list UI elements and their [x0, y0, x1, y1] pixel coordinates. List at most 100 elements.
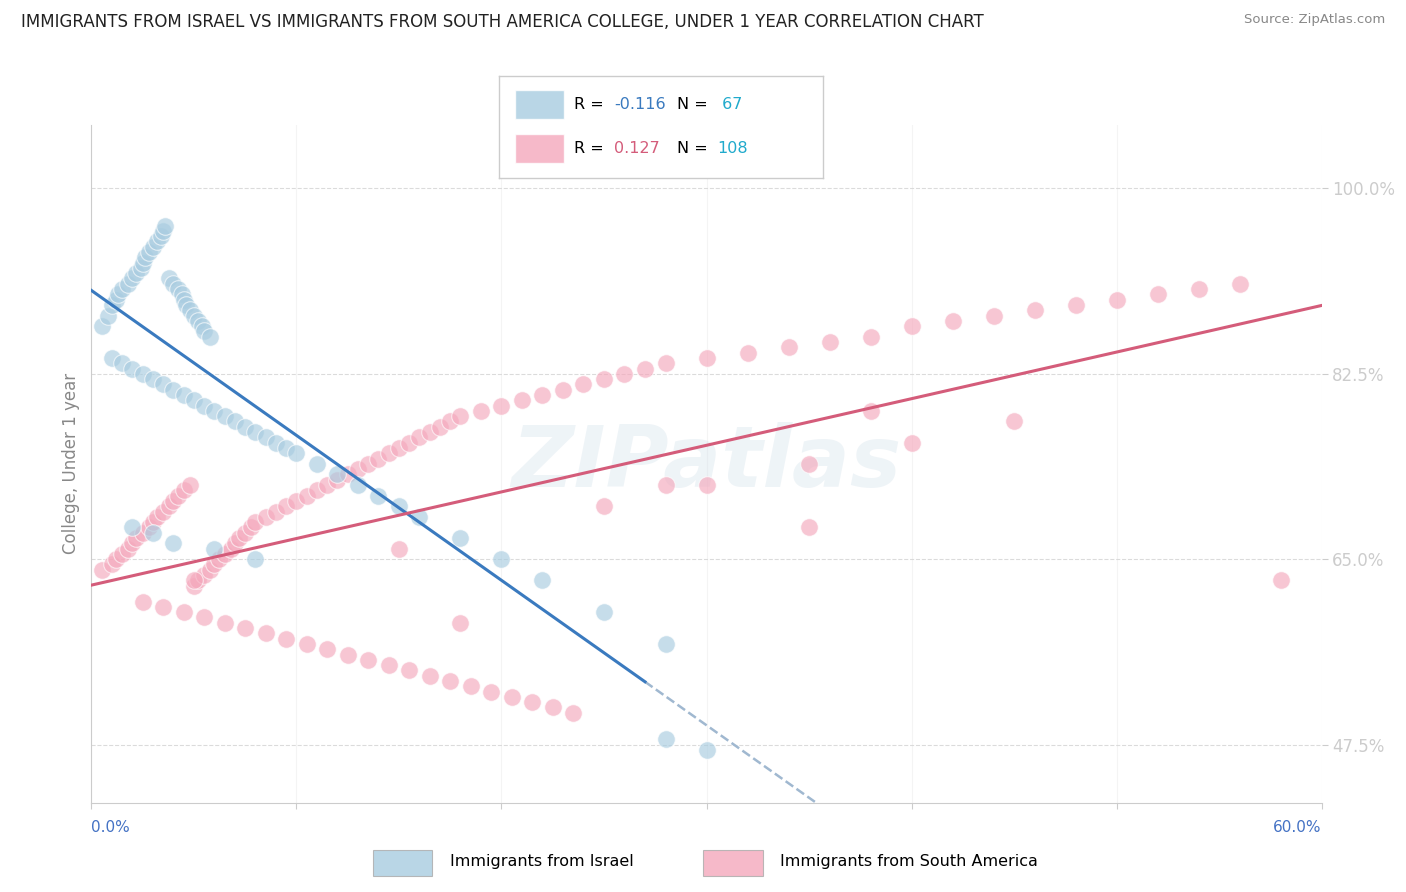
Point [153, 219, 177, 233]
Point [797, 520, 820, 534]
Point [479, 684, 502, 698]
Point [90, 319, 112, 334]
Point [193, 399, 215, 413]
Point [240, 520, 263, 534]
Point [367, 489, 389, 503]
Point [1146, 287, 1168, 301]
Point [983, 309, 1005, 323]
Point [1187, 282, 1209, 296]
Point [593, 500, 616, 514]
Point [264, 504, 287, 518]
Point [162, 494, 184, 508]
Point [245, 515, 267, 529]
Point [183, 574, 205, 588]
Point [797, 457, 820, 471]
Point [326, 473, 349, 487]
Point [510, 393, 533, 408]
Point [138, 520, 160, 534]
Text: ZIPatlas: ZIPatlas [512, 422, 901, 506]
Point [1270, 574, 1292, 588]
Point [224, 415, 246, 429]
Point [179, 478, 201, 492]
Point [285, 446, 308, 460]
Point [419, 425, 441, 439]
Point [173, 483, 195, 498]
Point [152, 504, 174, 518]
Point [187, 314, 209, 328]
Point [111, 282, 134, 296]
Text: N =: N = [678, 141, 713, 156]
Text: 60.0%: 60.0% [1274, 820, 1322, 835]
Point [254, 509, 277, 524]
Point [170, 287, 193, 301]
Point [285, 494, 308, 508]
Point [900, 319, 922, 334]
Point [101, 298, 124, 312]
Point [121, 271, 143, 285]
Point [357, 653, 380, 667]
Bar [703, 850, 762, 876]
Point [439, 415, 461, 429]
Point [295, 489, 318, 503]
Text: -0.116: -0.116 [614, 97, 665, 112]
Point [491, 399, 513, 413]
Point [207, 552, 229, 566]
Point [183, 393, 205, 408]
Point [183, 309, 205, 323]
Point [654, 732, 676, 747]
Point [174, 298, 197, 312]
Point [152, 377, 174, 392]
Point [200, 563, 222, 577]
Point [105, 293, 127, 307]
Point [107, 287, 129, 301]
Point [551, 383, 574, 397]
Point [245, 425, 267, 439]
Point [214, 615, 236, 630]
Point [737, 345, 759, 359]
Point [859, 404, 882, 418]
Point [142, 525, 165, 540]
Point [276, 632, 298, 646]
Point [326, 467, 349, 482]
Point [131, 367, 153, 381]
Point [166, 282, 188, 296]
Point [166, 489, 188, 503]
Point [233, 621, 256, 635]
Point [173, 388, 195, 402]
Point [191, 319, 214, 334]
Point [357, 457, 380, 471]
Point [162, 536, 184, 550]
Point [146, 509, 169, 524]
Point [388, 441, 411, 455]
Point [634, 361, 657, 376]
Point [101, 351, 124, 365]
Text: IMMIGRANTS FROM ISRAEL VS IMMIGRANTS FROM SOUTH AMERICA COLLEGE, UNDER 1 YEAR CO: IMMIGRANTS FROM ISRAEL VS IMMIGRANTS FRO… [21, 13, 984, 31]
Point [202, 404, 225, 418]
Point [778, 340, 800, 354]
Point [593, 605, 616, 619]
Point [449, 615, 471, 630]
Point [121, 536, 143, 550]
Point [388, 500, 411, 514]
Point [142, 515, 165, 529]
Text: R =: R = [574, 97, 609, 112]
Point [219, 541, 242, 556]
Point [173, 605, 195, 619]
Point [152, 224, 174, 238]
Point [233, 525, 256, 540]
Point [449, 531, 471, 545]
Point [613, 367, 636, 381]
Point [105, 552, 127, 566]
Text: 108: 108 [717, 141, 748, 156]
Point [695, 743, 717, 757]
Point [129, 260, 152, 275]
Point [214, 409, 236, 424]
Point [305, 457, 328, 471]
Point [152, 599, 174, 614]
Point [336, 467, 359, 482]
Text: 0.127: 0.127 [614, 141, 659, 156]
Point [654, 637, 676, 651]
Point [131, 525, 153, 540]
Point [276, 500, 298, 514]
Point [228, 531, 250, 545]
